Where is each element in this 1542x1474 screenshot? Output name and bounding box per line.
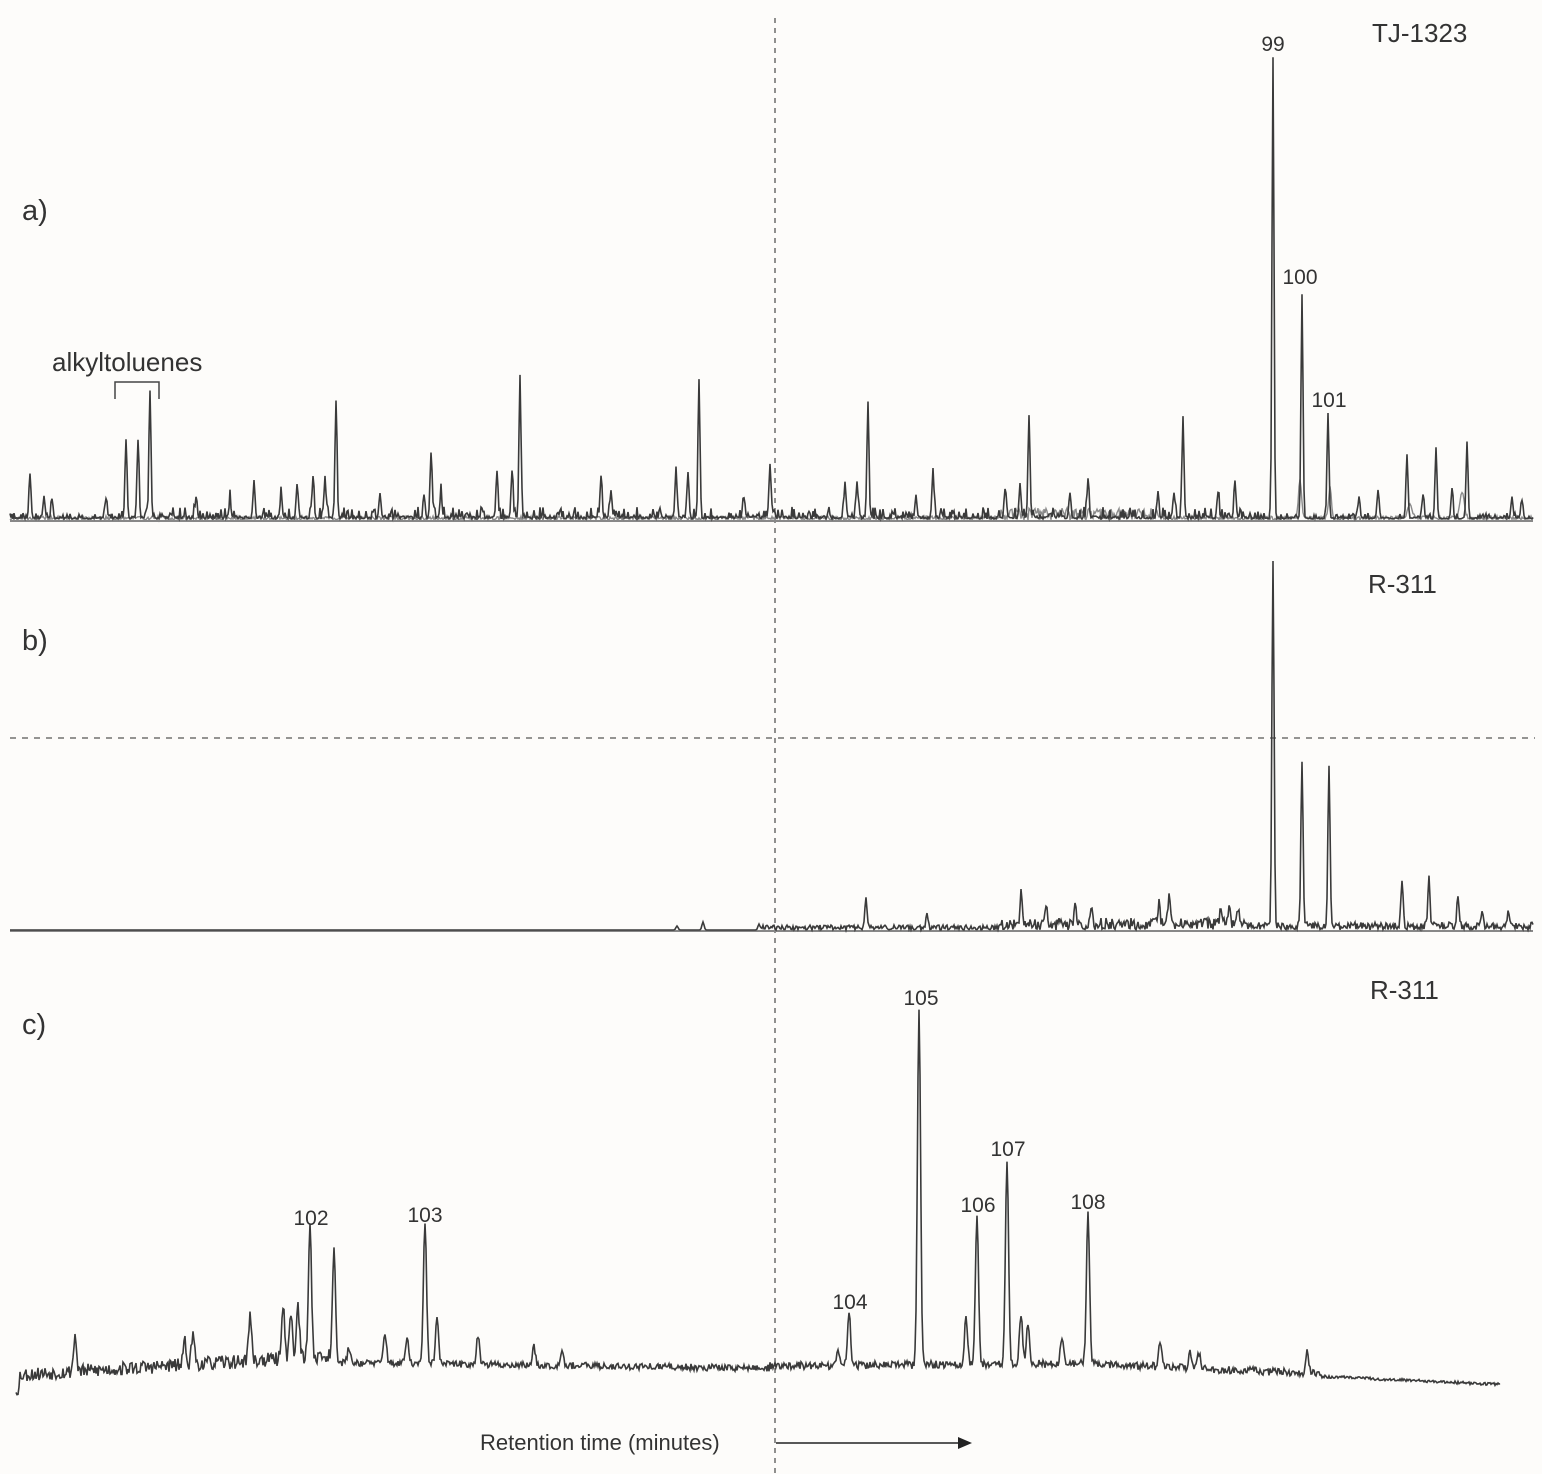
peak-label-106: 106: [960, 1194, 995, 1217]
peak-label-102: 102: [293, 1207, 328, 1230]
x-axis-arrow-head: [958, 1437, 972, 1449]
peak-label-107: 107: [990, 1138, 1025, 1161]
panel-a-sample-label: TJ-1323: [1372, 18, 1467, 48]
panel-b-letter: b): [22, 625, 48, 657]
x-axis-title: Retention time (minutes): [480, 1430, 720, 1455]
panel-b-trace: [10, 560, 1534, 934]
panel-b-sample-label: R-311: [1368, 569, 1437, 599]
panel-c-sample-label: R-311: [1370, 975, 1439, 1005]
peak-label-100: 100: [1282, 266, 1317, 289]
panel-c-trace: [15, 1009, 1501, 1396]
panel-b: b) R-311: [10, 560, 1534, 934]
peak-label-101: 101: [1311, 389, 1346, 412]
peak-label-104: 104: [832, 1291, 867, 1314]
panel-c: c) R-311 102 103 104 105 106 107 108: [15, 975, 1501, 1396]
panel-a-trace-secondary: [9, 479, 1534, 523]
alkyltoluenes-bracket: [114, 381, 160, 399]
peak-label-103: 103: [407, 1204, 442, 1227]
panel-a: a) TJ-1323 alkyltoluenes 99 100 101: [9, 18, 1534, 523]
peak-label-105: 105: [903, 987, 938, 1010]
peak-label-99: 99: [1261, 33, 1284, 56]
panel-a-trace: [9, 57, 1534, 522]
peak-label-108: 108: [1070, 1191, 1105, 1214]
alkyltoluenes-annotation: alkyltoluenes: [52, 347, 202, 377]
panel-a-letter: a): [22, 195, 48, 227]
panel-c-letter: c): [22, 1009, 46, 1041]
